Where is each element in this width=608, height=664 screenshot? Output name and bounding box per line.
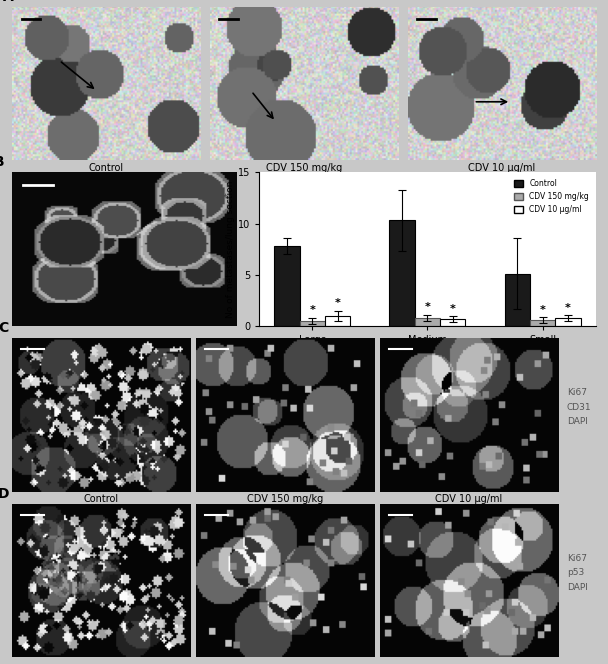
Text: A: A — [3, 0, 13, 3]
Text: B: B — [0, 155, 5, 169]
Text: *: * — [540, 305, 545, 315]
Bar — [530, 320, 555, 326]
Bar — [325, 315, 350, 326]
X-axis label: CDV 150 mg/kg: CDV 150 mg/kg — [266, 163, 342, 173]
Text: *: * — [565, 303, 571, 313]
Bar — [555, 317, 581, 326]
Text: *: * — [309, 305, 316, 315]
Y-axis label: No of metastases/lung section: No of metastases/lung section — [226, 181, 235, 318]
Text: D: D — [0, 487, 9, 501]
X-axis label: CDV 10 μg/ml: CDV 10 μg/ml — [435, 495, 503, 505]
Text: C: C — [0, 321, 8, 335]
X-axis label: Control: Control — [89, 163, 124, 173]
Bar — [440, 319, 466, 326]
Bar — [505, 274, 530, 326]
Text: Ki67
CD31
DAPI: Ki67 CD31 DAPI — [567, 388, 592, 426]
X-axis label: CDV 150 mg/kg: CDV 150 mg/kg — [247, 495, 323, 505]
X-axis label: Control: Control — [84, 495, 119, 505]
Bar — [300, 321, 325, 326]
Bar — [415, 317, 440, 326]
Bar — [390, 220, 415, 326]
Legend: Control, CDV 150 mg/kg, CDV 10 μg/ml: Control, CDV 150 mg/kg, CDV 10 μg/ml — [511, 176, 592, 217]
Bar — [274, 246, 300, 326]
X-axis label: CDV 10 μg/ml: CDV 10 μg/ml — [468, 163, 535, 173]
Text: *: * — [450, 303, 456, 313]
X-axis label: Tumor size: Tumor size — [401, 348, 454, 358]
Text: *: * — [335, 298, 340, 309]
Text: *: * — [424, 301, 430, 311]
Text: Ki67
p53
DAPI: Ki67 p53 DAPI — [567, 554, 588, 592]
